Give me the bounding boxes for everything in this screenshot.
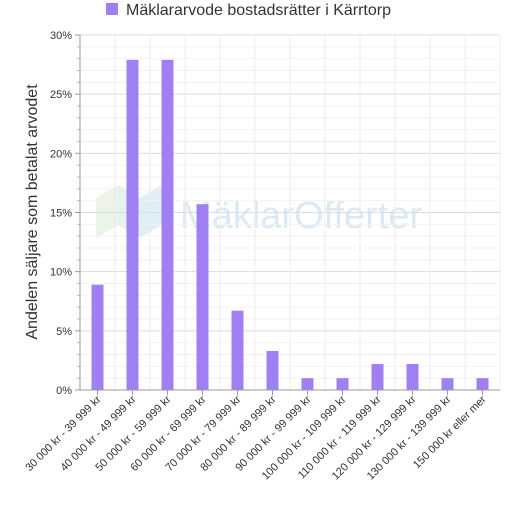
bars <box>91 59 489 390</box>
y-tick-label: 10% <box>50 267 72 279</box>
y-tick-label: 15% <box>50 208 72 220</box>
y-tick-label: 30% <box>50 30 72 42</box>
bar <box>441 378 454 390</box>
bar <box>476 378 489 390</box>
bar <box>196 204 209 390</box>
legend-swatch <box>106 3 118 15</box>
legend-label: Mäklararvode bostadsrätter i Kärrtorp <box>126 2 391 19</box>
legend: Mäklararvode bostadsrätter i Kärrtorp <box>106 2 391 19</box>
bar <box>161 59 174 390</box>
y-tick-label: 0% <box>56 385 72 397</box>
y-axis-label: Andelen säljare som betalat arvodet <box>24 84 41 340</box>
y-axis-ticks: 0% 5% 10% 15% 20% 25% 30% <box>50 30 80 397</box>
gridlines <box>79 34 501 391</box>
y-tick-label: 25% <box>50 89 72 101</box>
bar <box>301 378 314 390</box>
y-tick-label: 20% <box>50 148 72 160</box>
watermark-text: MäklarOfferter <box>180 195 422 237</box>
bar <box>336 378 349 390</box>
bar <box>406 363 419 390</box>
axes <box>79 35 500 391</box>
watermark-logo-mark <box>140 185 162 238</box>
bar <box>371 363 384 390</box>
bar <box>266 350 279 390</box>
bar <box>91 284 104 390</box>
watermark: MäklarOfferter <box>96 185 422 238</box>
y-tick-label: 5% <box>56 326 72 338</box>
bar <box>126 59 139 390</box>
bar <box>231 310 244 390</box>
